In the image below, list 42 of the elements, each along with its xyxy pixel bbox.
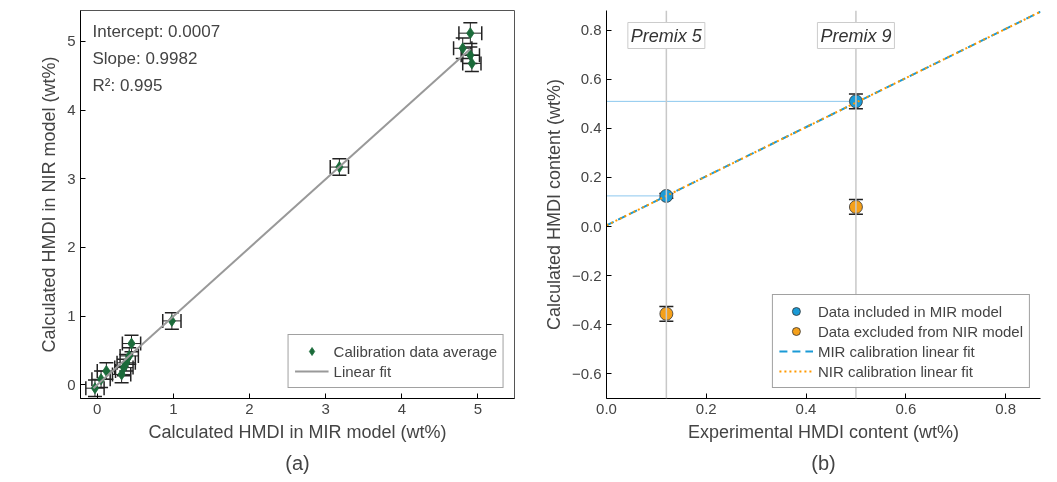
- x-tick-label: 0.0: [596, 399, 617, 417]
- legend-label: NIR calibration linear fit: [817, 362, 973, 380]
- x-tick-label: 0.2: [695, 399, 717, 417]
- x-tick-label: 3: [321, 399, 330, 417]
- y-tick-label: 0.6: [580, 70, 602, 88]
- x-tick-label: 1: [169, 399, 178, 417]
- x-tick-label: 0: [93, 399, 102, 417]
- x-tick-label: 0.6: [895, 399, 917, 417]
- annotation: Slope: 0.9982: [92, 48, 198, 68]
- y-tick-label: −0.6: [571, 364, 602, 382]
- legend-label: Calibration data average: [333, 342, 497, 360]
- x-tick-label: 0.4: [795, 399, 817, 417]
- x-tick-label: 2: [245, 399, 254, 417]
- y-tick-label: 0: [67, 375, 76, 393]
- annotation: R²: 0.995: [92, 75, 163, 95]
- y-tick-label: 0.0: [580, 217, 602, 235]
- legend-label: Data excluded from NIR model: [817, 322, 1023, 340]
- legend-label: MIR calibration linear fit: [817, 342, 975, 360]
- text: (b): [811, 451, 836, 474]
- x-tick-label: 4: [397, 399, 406, 417]
- y-tick-label: 2: [67, 238, 76, 256]
- y-tick-label: 4: [67, 101, 76, 119]
- x-tick-label: 5: [473, 399, 483, 417]
- y-axis-title: Calculated HMDI content (wt%): [543, 78, 564, 331]
- y-tick-label: 0.2: [580, 168, 602, 186]
- y-tick-label: −0.4: [571, 315, 602, 333]
- text: (a): [285, 451, 310, 474]
- x-axis-title: Experimental HMDI content (wt%): [687, 421, 960, 442]
- y-tick-label: 5: [67, 32, 76, 50]
- y-axis-title: Calculated HMDI in NIR model (wt%): [39, 56, 60, 353]
- legend-label: Data included in MIR model: [817, 302, 1003, 320]
- y-tick-label: 3: [67, 169, 76, 187]
- y-tick-label: 1: [67, 307, 76, 325]
- annotation: Intercept: 0.0007: [92, 21, 221, 41]
- y-tick-label: 0.8: [580, 21, 602, 39]
- legend-label: Linear fit: [333, 362, 392, 380]
- ref-line-label: Premix 9: [820, 25, 892, 46]
- x-tick-label: 0.8: [995, 399, 1017, 417]
- x-axis-title: Calculated HMDI in MIR model (wt%): [148, 421, 447, 442]
- y-tick-label: 0.4: [580, 119, 602, 137]
- ref-line-label: Premix 5: [630, 25, 703, 46]
- y-tick-label: −0.2: [571, 266, 602, 284]
